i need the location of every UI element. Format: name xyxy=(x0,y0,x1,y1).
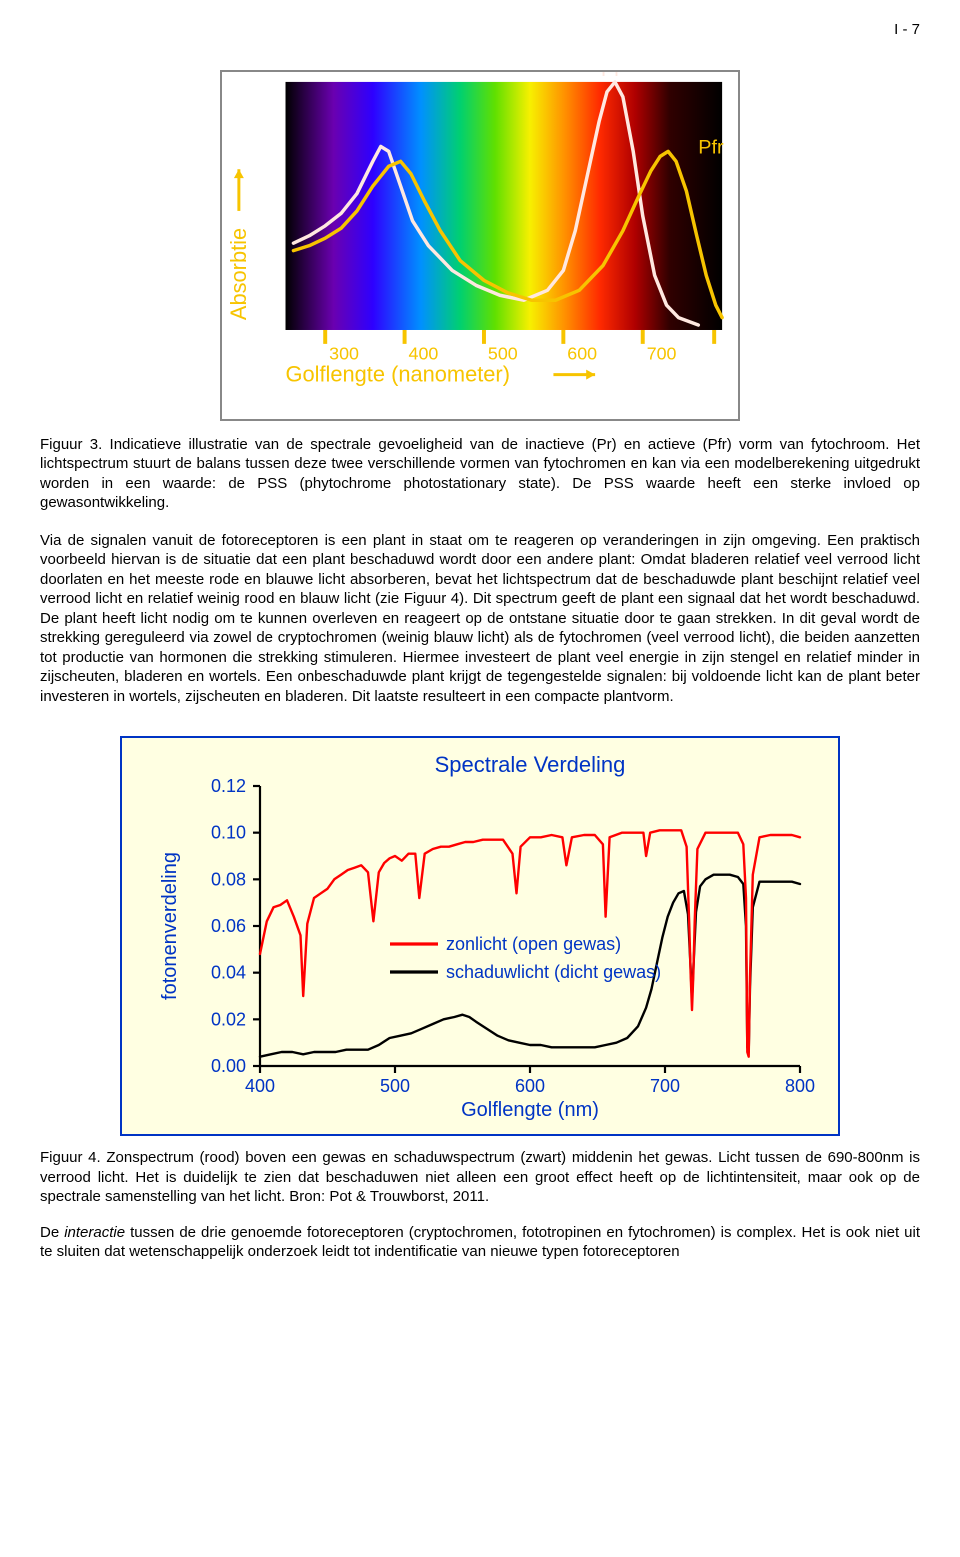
svg-text:600: 600 xyxy=(567,343,597,363)
svg-text:0.10: 0.10 xyxy=(211,823,246,843)
svg-text:0.08: 0.08 xyxy=(211,870,246,890)
figure-2-frame: Spectrale Verdeling 0.00 0.02 0.04 0.06 0.08 0… xyxy=(120,736,840,1136)
svg-text:Golflengte (nanometer): Golflengte (nanometer) xyxy=(286,361,510,386)
svg-text:0.00: 0.00 xyxy=(211,1056,246,1076)
figure-1: PrPfr300400500600700Golflengte (nanomete… xyxy=(220,70,740,421)
svg-text:500: 500 xyxy=(380,1076,410,1096)
svg-text:schaduwlicht (dicht gewas): schaduwlicht (dicht gewas) xyxy=(446,962,661,982)
figure-2-caption: Figuur 4. Zonspectrum (rood) boven een g… xyxy=(40,1148,920,1207)
svg-text:fotonenverdeling: fotonenverdeling xyxy=(159,852,181,1000)
page-number: I - 7 xyxy=(40,20,920,40)
svg-text:Spectrale Verdeling: Spectrale Verdeling xyxy=(435,752,626,777)
figure-2-svg: Spectrale Verdeling 0.00 0.02 0.04 0.06 0.08 0… xyxy=(140,750,820,1130)
svg-text:Absorbtie: Absorbtie xyxy=(226,227,251,319)
svg-text:700: 700 xyxy=(650,1076,680,1096)
body2-prefix: De xyxy=(40,1224,64,1241)
svg-text:0.12: 0.12 xyxy=(211,776,246,796)
figure-1-caption: Figuur 3. Indicatieve illustratie van de… xyxy=(40,435,920,513)
svg-text:zonlicht (open gewas): zonlicht (open gewas) xyxy=(446,934,621,954)
body2-italic: interactie xyxy=(64,1224,125,1241)
body-paragraph-1: Via de signalen vanuit de fotoreceptoren… xyxy=(40,531,920,707)
svg-text:Pfr: Pfr xyxy=(698,136,724,158)
svg-text:600: 600 xyxy=(515,1076,545,1096)
svg-text:400: 400 xyxy=(245,1076,275,1096)
svg-text:Golflengte (nm): Golflengte (nm) xyxy=(461,1099,599,1121)
body2-rest: tussen de drie genoemde fotoreceptoren (… xyxy=(40,1224,920,1261)
svg-text:0.06: 0.06 xyxy=(211,916,246,936)
svg-text:Pr: Pr xyxy=(601,72,621,81)
body-paragraph-2: De interactie tussen de drie genoemde fo… xyxy=(40,1223,920,1262)
svg-text:800: 800 xyxy=(785,1076,815,1096)
svg-text:0.04: 0.04 xyxy=(211,963,246,983)
figure-1-svg: PrPfr300400500600700Golflengte (nanomete… xyxy=(222,72,738,419)
svg-text:700: 700 xyxy=(647,343,677,363)
svg-text:0.02: 0.02 xyxy=(211,1010,246,1030)
